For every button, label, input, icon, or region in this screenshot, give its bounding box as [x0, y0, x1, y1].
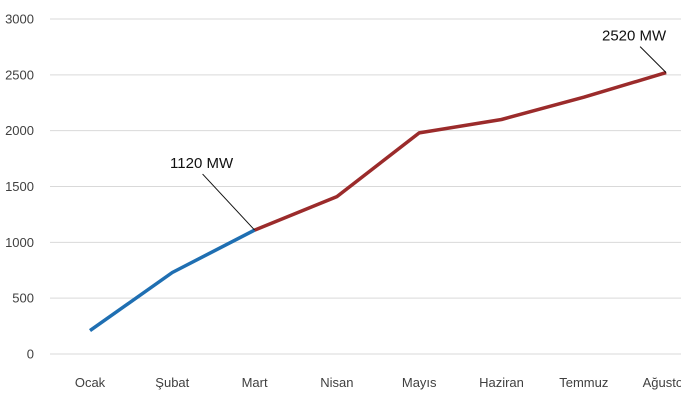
annotation-label: 1120 MW	[170, 155, 234, 172]
y-tick-label: 500	[12, 291, 34, 306]
y-tick-label: 3000	[5, 12, 34, 27]
y-tick-label: 2000	[5, 123, 34, 138]
x-tick-label: Nisan	[320, 375, 353, 390]
y-tick-label: 0	[27, 347, 34, 362]
annotation-leader-line	[202, 173, 255, 231]
annotation-label: 2520 MW	[602, 28, 667, 45]
x-tick-label: Mart	[242, 375, 268, 390]
x-tick-label: Mayıs	[402, 375, 437, 390]
y-tick-label: 2500	[5, 67, 34, 82]
x-tick-label: Şubat	[155, 375, 189, 390]
annotation-leader-line	[639, 46, 667, 73]
x-tick-label: Ağustos	[643, 375, 681, 390]
series-line-1	[88, 228, 256, 333]
x-tick-label: Ocak	[75, 375, 106, 390]
x-tick-label: Haziran	[479, 375, 524, 390]
y-tick-label: 1000	[5, 235, 34, 250]
series-line-2	[253, 70, 667, 232]
x-tick-label: Temmuz	[559, 375, 608, 390]
y-tick-label: 1500	[5, 179, 34, 194]
